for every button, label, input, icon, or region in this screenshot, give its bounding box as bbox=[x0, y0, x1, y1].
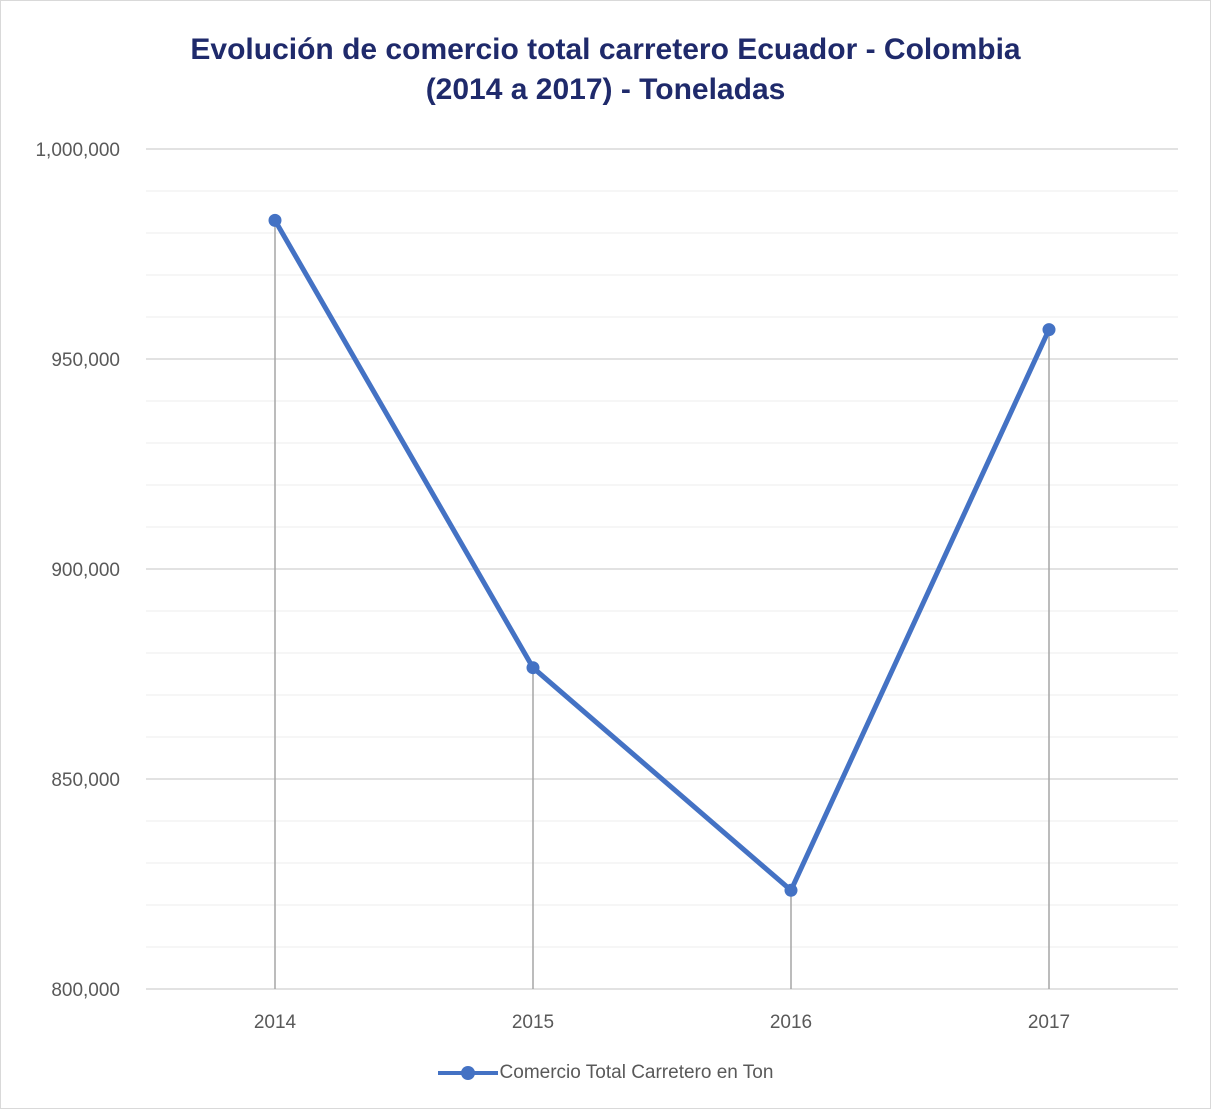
legend-swatch bbox=[437, 1066, 498, 1080]
y-tick-label: 800,000 bbox=[51, 980, 120, 1001]
data-point bbox=[1042, 323, 1056, 337]
y-tick-label: 900,000 bbox=[51, 560, 120, 581]
chart-title-line-2: (2014 a 2017) - Toneladas bbox=[425, 73, 786, 106]
x-tick-label: 2017 bbox=[1028, 1012, 1070, 1033]
chart-title: Evolución de comercio total carretero Ec… bbox=[0, 30, 1211, 110]
series-line bbox=[272, 219, 1052, 893]
y-tick-label: 1,000,000 bbox=[35, 140, 120, 161]
data-point bbox=[268, 213, 282, 227]
data-point bbox=[784, 883, 798, 897]
legend[interactable]: Comercio Total Carretero en Ton bbox=[0, 1062, 1211, 1084]
x-tick-label: 2015 bbox=[512, 1012, 554, 1033]
chart-title-line-1: Evolución de comercio total carretero Ec… bbox=[190, 33, 1021, 66]
y-tick-label: 850,000 bbox=[51, 770, 120, 791]
x-tick-label: 2014 bbox=[254, 1012, 297, 1033]
y-tick-label: 950,000 bbox=[51, 350, 120, 371]
legend-label: Comercio Total Carretero en Ton bbox=[499, 1062, 774, 1083]
legend-dot-marker bbox=[460, 1066, 475, 1080]
data-point bbox=[526, 661, 540, 675]
x-tick-label: 2016 bbox=[770, 1012, 812, 1033]
